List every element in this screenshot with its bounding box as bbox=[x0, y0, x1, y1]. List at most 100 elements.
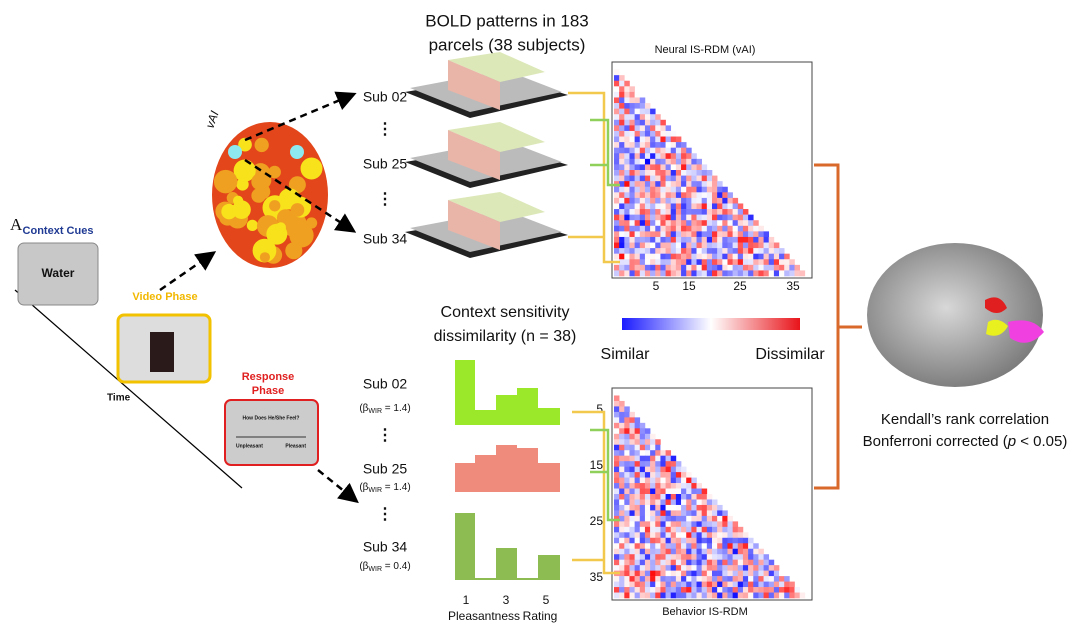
rdm-cell bbox=[675, 576, 682, 582]
rdm-cell bbox=[634, 554, 641, 560]
rdm-cell bbox=[629, 86, 635, 93]
rdm-cell bbox=[644, 526, 651, 533]
rdm-cell bbox=[644, 570, 651, 577]
rdm-cell bbox=[675, 587, 682, 593]
rdm-cell bbox=[639, 499, 646, 506]
rdm-cell bbox=[722, 192, 728, 199]
rdm-cell bbox=[691, 510, 697, 517]
rdm-cell bbox=[655, 543, 661, 550]
rdm-cell bbox=[624, 142, 630, 148]
rdm-cell bbox=[639, 97, 646, 104]
text: < 0.05) bbox=[1016, 433, 1067, 450]
rdm-cell bbox=[624, 192, 630, 199]
rdm-cell bbox=[639, 103, 646, 109]
rdm-cell bbox=[650, 543, 656, 550]
rdm-cell bbox=[629, 119, 635, 126]
rdm-cell bbox=[691, 526, 697, 533]
rdm-cell bbox=[768, 570, 775, 577]
rdm-cell bbox=[737, 248, 744, 254]
rdm-cell bbox=[655, 197, 661, 204]
rdm-cell bbox=[753, 242, 759, 249]
rdm-cell bbox=[691, 158, 697, 165]
rdm-cell bbox=[784, 576, 790, 582]
rdm-cell bbox=[675, 225, 682, 232]
rdm-cell bbox=[675, 153, 682, 160]
rdm-cell bbox=[624, 86, 630, 93]
rdm-cell bbox=[650, 455, 656, 462]
rdm-cell bbox=[706, 270, 713, 277]
rdm-cell bbox=[675, 466, 682, 473]
rdm-cell bbox=[639, 510, 646, 517]
rdm-cell bbox=[650, 147, 656, 154]
rdm-cell bbox=[712, 499, 718, 506]
rdm-cell bbox=[619, 576, 625, 582]
rdm-cell bbox=[619, 515, 625, 522]
rdm-cell bbox=[670, 270, 677, 277]
rdm-cell bbox=[644, 472, 651, 478]
rdm-cell bbox=[644, 543, 651, 550]
rdm-cell bbox=[639, 248, 646, 254]
rdm-cell bbox=[717, 242, 723, 249]
blob bbox=[251, 173, 268, 191]
rdm-cell bbox=[742, 225, 749, 232]
rdm-cell bbox=[650, 114, 656, 121]
rdm-cell bbox=[614, 554, 620, 560]
rdm-cell bbox=[650, 158, 656, 165]
rdm-cell bbox=[675, 209, 682, 215]
rdm-cell bbox=[737, 565, 744, 571]
rdm-cell bbox=[624, 422, 630, 429]
beta-label: (βWIR = 1.4) bbox=[359, 403, 410, 415]
rdm-cell bbox=[706, 225, 713, 232]
rdm-cell bbox=[614, 130, 620, 137]
rdm-cell bbox=[696, 565, 702, 571]
slab-pattern bbox=[448, 52, 545, 82]
rdm-cell bbox=[619, 86, 625, 93]
rdm-cell bbox=[784, 270, 790, 277]
rdm-cell bbox=[686, 153, 692, 160]
rdm-cell bbox=[650, 242, 656, 249]
rdm-cell bbox=[681, 483, 687, 489]
rdm-cell bbox=[624, 483, 630, 489]
rdm-cell bbox=[639, 242, 646, 249]
rdm-cell bbox=[717, 592, 723, 599]
rdm-cell bbox=[639, 526, 646, 533]
rdm-cell bbox=[686, 270, 692, 277]
rdm-cell bbox=[737, 220, 744, 227]
rdm-cell bbox=[639, 587, 646, 593]
rdm-cell bbox=[737, 526, 744, 533]
rdm-cell bbox=[614, 197, 620, 204]
rdm-cell bbox=[634, 136, 641, 143]
rdm-cell bbox=[644, 253, 651, 260]
rdm-cell bbox=[784, 264, 790, 271]
rdm-cell bbox=[655, 125, 661, 132]
rdm-cell bbox=[655, 499, 661, 506]
rdm-cell bbox=[670, 242, 677, 249]
rdm-cell bbox=[650, 142, 656, 148]
rdm-cell bbox=[727, 248, 733, 254]
rdm-cell bbox=[660, 175, 666, 182]
rdm-cell bbox=[701, 175, 708, 182]
rdm-cell bbox=[696, 248, 702, 254]
blob bbox=[213, 169, 238, 194]
rdm-cell bbox=[742, 537, 749, 544]
rdm-cell bbox=[681, 576, 687, 582]
rdm-cell bbox=[619, 543, 625, 550]
rdm-cell bbox=[634, 477, 641, 484]
rdm-cell bbox=[655, 253, 661, 260]
neural-rdm bbox=[614, 69, 806, 277]
rdm-cell bbox=[614, 466, 620, 473]
rdm-cell bbox=[665, 488, 672, 495]
rdm-cell bbox=[665, 510, 672, 517]
rdm-cell bbox=[706, 231, 713, 238]
rdm-cell bbox=[758, 253, 764, 260]
rdm-cell bbox=[655, 192, 661, 199]
rdm-cell bbox=[639, 548, 646, 555]
rdm-cell bbox=[712, 515, 718, 522]
rdm-cell bbox=[681, 175, 687, 182]
rdm-cell bbox=[660, 253, 666, 260]
rdm-cell bbox=[619, 428, 625, 435]
rdm-cell bbox=[614, 537, 620, 544]
rdm-cell bbox=[660, 565, 666, 571]
rdm-cell bbox=[794, 270, 800, 277]
brain-blobs bbox=[213, 137, 323, 264]
